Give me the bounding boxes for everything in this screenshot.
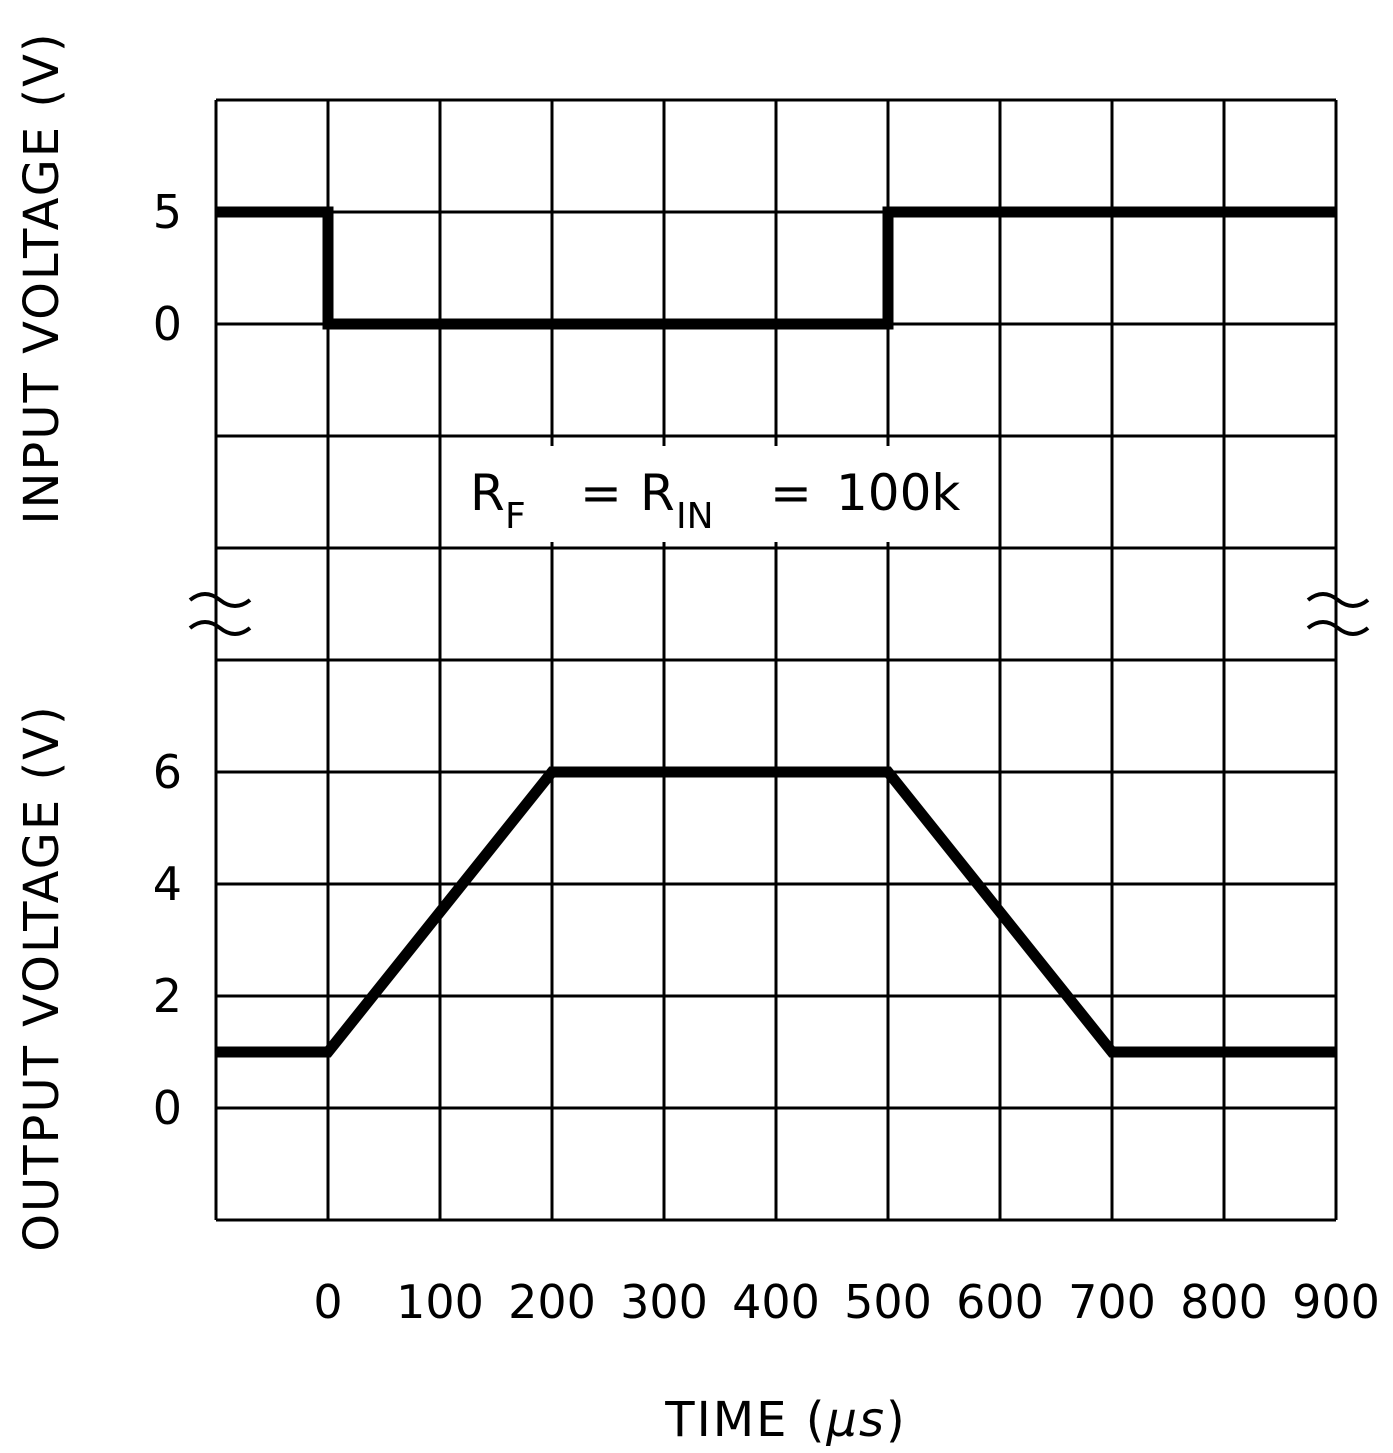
x-tick-label: 300 xyxy=(620,1275,708,1329)
annotation-eq1: = xyxy=(580,464,622,522)
y-tick-label-output: 0 xyxy=(153,1081,182,1135)
x-tick-label: 900 xyxy=(1292,1275,1380,1329)
annotation: R F = R IN = 100k xyxy=(446,446,994,542)
annotation-background xyxy=(446,446,994,542)
x-tick-label: 500 xyxy=(844,1275,932,1329)
axis-break-left xyxy=(188,592,252,636)
annotation-r2-sub: IN xyxy=(676,496,714,537)
series-line-output xyxy=(216,766,1336,1058)
x-tick-label: 700 xyxy=(1068,1275,1156,1329)
annotation-r2: R xyxy=(640,464,675,522)
y-tick-label-input: 5 xyxy=(153,185,182,239)
x-tick-label: 400 xyxy=(732,1275,820,1329)
annotation-eq2: = xyxy=(770,464,812,522)
series-group xyxy=(216,206,1336,1058)
y-axis-label-output: OUTPUT VOLTAGE (V) xyxy=(14,704,70,1251)
y-tick-label-output: 4 xyxy=(153,857,182,911)
annotation-value: 100k xyxy=(836,464,960,522)
x-axis-label-unit: μs xyxy=(825,1392,886,1448)
x-tick-label: 200 xyxy=(508,1275,596,1329)
x-axis-label: TIME (μs) xyxy=(664,1392,906,1448)
series-line-input xyxy=(216,206,1336,330)
annotation-r1: R xyxy=(470,464,505,522)
x-axis-label-close: ) xyxy=(886,1392,907,1448)
x-axis-label-main: TIME ( xyxy=(664,1392,826,1448)
y-tick-label-output: 2 xyxy=(153,969,182,1023)
x-tick-label: 0 xyxy=(313,1275,342,1329)
x-tick-label: 600 xyxy=(956,1275,1044,1329)
y-tick-label-input: 0 xyxy=(153,297,182,351)
tick-labels: 0 100 200 300 400 500 600 700 800 900 5 0 6 4 2 0 xyxy=(153,185,1380,1329)
y-axis-label-input: INPUT VOLTAGE (V) xyxy=(14,31,70,524)
axis-break-right xyxy=(1306,592,1370,636)
annotation-r1-sub: F xyxy=(505,496,526,537)
x-tick-label: 800 xyxy=(1180,1275,1268,1329)
y-tick-label-output: 6 xyxy=(153,745,182,799)
x-tick-label: 100 xyxy=(396,1275,484,1329)
